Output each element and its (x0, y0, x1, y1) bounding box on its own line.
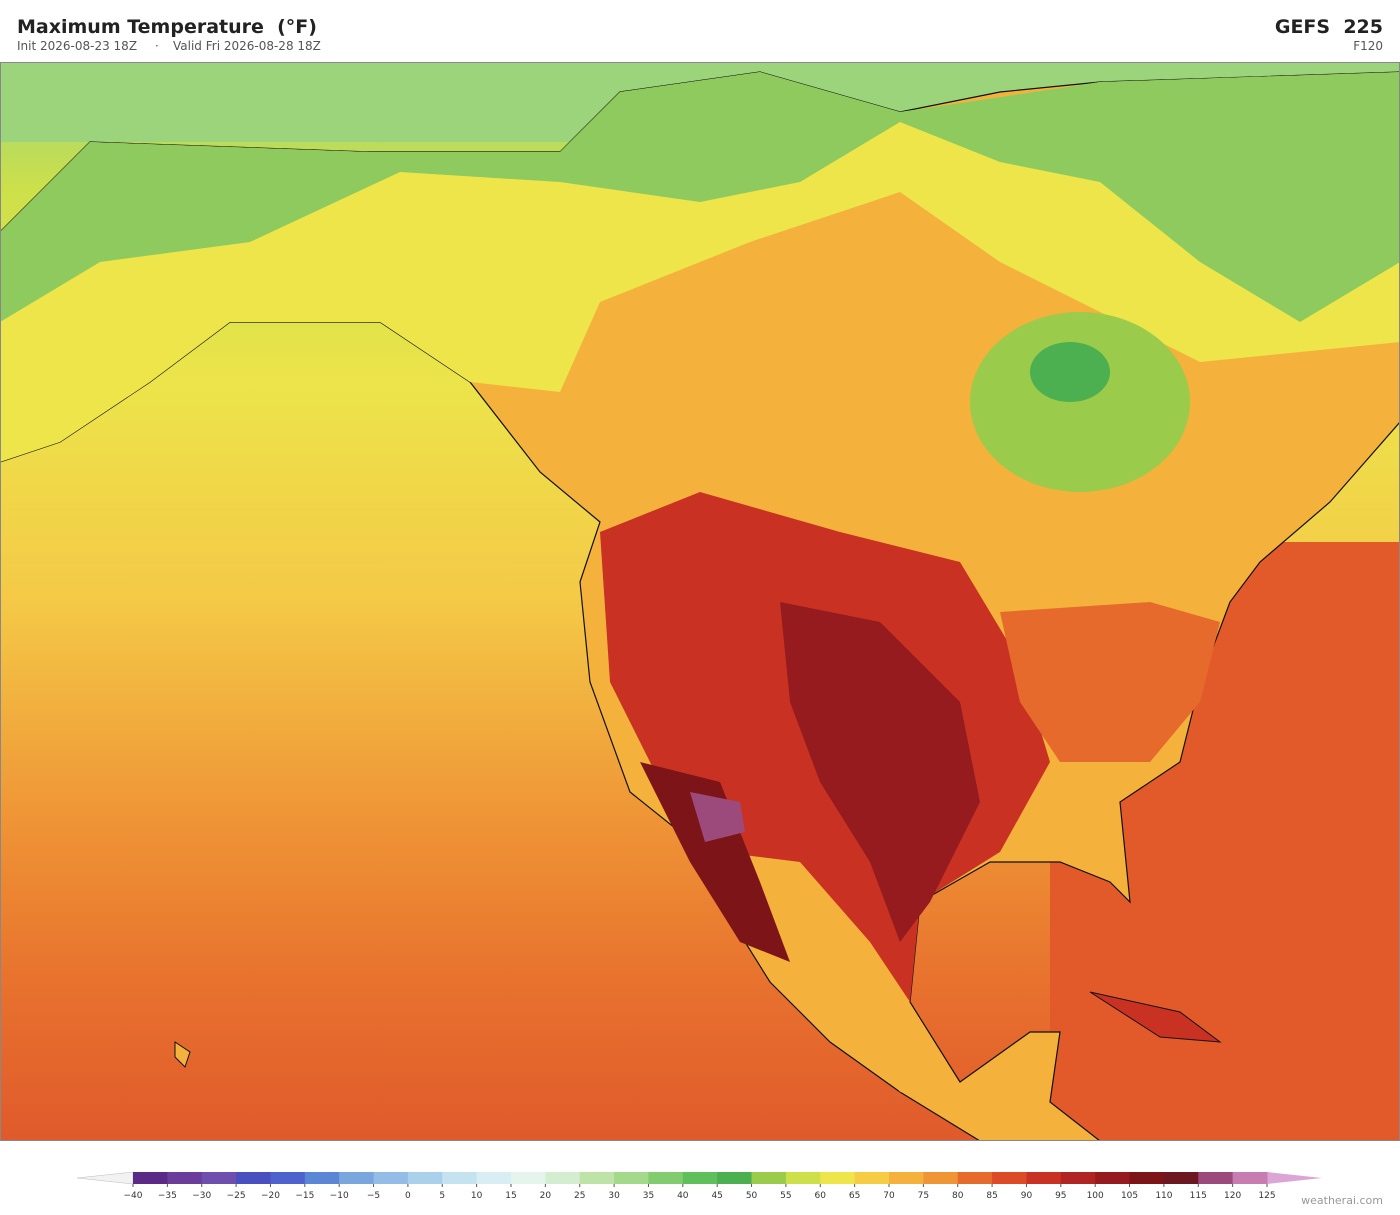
colorbar-tick-label: 65 (849, 1191, 860, 1201)
colorbar-over (1267, 1172, 1322, 1184)
colorbar-bin (476, 1172, 512, 1184)
colorbar-bin (889, 1172, 924, 1184)
colorbar-bin (1163, 1172, 1199, 1184)
colorbar-bin (1232, 1172, 1268, 1184)
arctic-cool (0, 72, 1400, 322)
colorbar-tick-label: 75 (918, 1191, 929, 1201)
colorbar-tick-label: −20 (261, 1191, 280, 1201)
mexico-plateau (780, 882, 950, 1102)
colorbar-bin (167, 1172, 203, 1184)
colorbar-tick-label: −10 (330, 1191, 349, 1201)
northeast (1000, 602, 1220, 762)
colorbar-bin (304, 1172, 340, 1184)
colorbar-under (76, 1171, 134, 1185)
colorbar: −40 −35 −30 −25 −20 −15 −10 −5 0 5 10 15 20 25 30 35 40 4… (76, 1171, 1322, 1201)
southwest-heat (640, 762, 790, 962)
colorbar-tick-label: 115 (1190, 1191, 1207, 1201)
hudson-bay (970, 312, 1190, 492)
colorbar-bin (854, 1172, 890, 1184)
colorbar-tick-label: 40 (677, 1191, 689, 1201)
colorbar-tick-label: 105 (1121, 1191, 1138, 1201)
colorbar-tick-label: 110 (1155, 1191, 1172, 1201)
colorbar-tick-label: 25 (574, 1191, 585, 1201)
colorbar-tick-label: 10 (471, 1191, 483, 1201)
colorbar-bin (820, 1172, 856, 1184)
hudson-cool (1030, 342, 1110, 402)
colorbar-bin (270, 1172, 306, 1184)
colorbar-bin (511, 1172, 546, 1184)
colorbar-tick-label: 20 (540, 1191, 552, 1201)
colorbar-tick-label: 95 (1055, 1191, 1066, 1201)
separator: · (155, 39, 159, 53)
colorbar-tick-label: 45 (711, 1191, 722, 1201)
colorbar-tick-label: −25 (227, 1191, 246, 1201)
colorbar-bin (992, 1172, 1027, 1184)
watermark: weatherai.com (1301, 1194, 1383, 1207)
colorbar-bin (236, 1172, 271, 1184)
colorbar-bin (1095, 1172, 1131, 1184)
colorbar-bin (648, 1172, 684, 1184)
colorbar-tick-label: −35 (158, 1191, 177, 1201)
valid-time: Valid Fri 2026-08-28 18Z (173, 39, 321, 53)
colorbar-tick-label: 120 (1224, 1191, 1241, 1201)
colorbar-tick-label: −30 (192, 1191, 211, 1201)
colorbar-bin (923, 1172, 959, 1184)
colorbar-tick-label: 5 (439, 1191, 445, 1201)
plains-heat (780, 602, 980, 942)
colorbar-bin (407, 1172, 443, 1184)
colorbar-tick-label: 0 (405, 1191, 411, 1201)
colorbar-bin (1060, 1172, 1096, 1184)
colorbar-bin (751, 1172, 787, 1184)
colorbar-tick-label: 70 (883, 1191, 895, 1201)
colorbar-bin (133, 1172, 168, 1184)
hawaii (174, 1041, 191, 1068)
colorbar-bin (545, 1172, 581, 1184)
model: GEFS 225 (1274, 16, 1383, 38)
init-time: Init 2026-08-23 18Z (17, 39, 138, 53)
colorbar-tick-label: −15 (295, 1191, 314, 1201)
colorbar-bin (717, 1172, 753, 1184)
map (0, 62, 1400, 1141)
colorbar-tick-label: 55 (780, 1191, 791, 1201)
colorbar-bin (442, 1172, 478, 1184)
colorbar-tick-label: 90 (1021, 1191, 1033, 1201)
colorbar-tick-label: −5 (367, 1191, 380, 1201)
colorbar-tick-label: −40 (124, 1191, 143, 1201)
colorbar-bin (1198, 1172, 1234, 1184)
colorbar-tick-label: 35 (643, 1191, 654, 1201)
colorbar-bin (1129, 1172, 1165, 1184)
colorbar-tick-label: 15 (505, 1191, 516, 1201)
colorbar-bin (373, 1172, 409, 1184)
desert-extreme (690, 792, 745, 842)
colorbar-tick-label: 60 (815, 1191, 827, 1201)
colorbar-bin (785, 1172, 821, 1184)
colorbar-bin (614, 1172, 649, 1184)
colorbar-tick-label: 30 (608, 1191, 620, 1201)
colorbar-tick-label: 125 (1258, 1191, 1275, 1201)
colorbar-bin (579, 1172, 615, 1184)
colorbar-bin (682, 1172, 718, 1184)
colorbar-bin (957, 1172, 993, 1184)
colorbar-tick-label: 50 (746, 1191, 758, 1201)
colorbar-bin (201, 1172, 237, 1184)
colorbar-tick-label: 80 (952, 1191, 964, 1201)
colorbar-tick-label: 85 (986, 1191, 997, 1201)
colorbar-bin (1026, 1172, 1062, 1184)
forecast-hour: F120 (1353, 39, 1383, 53)
colorbar-tick-label: 100 (1087, 1191, 1104, 1201)
title: Maximum Temperature (°F) (17, 16, 317, 38)
colorbar-bin (339, 1172, 375, 1184)
cuba (1089, 991, 1222, 1043)
